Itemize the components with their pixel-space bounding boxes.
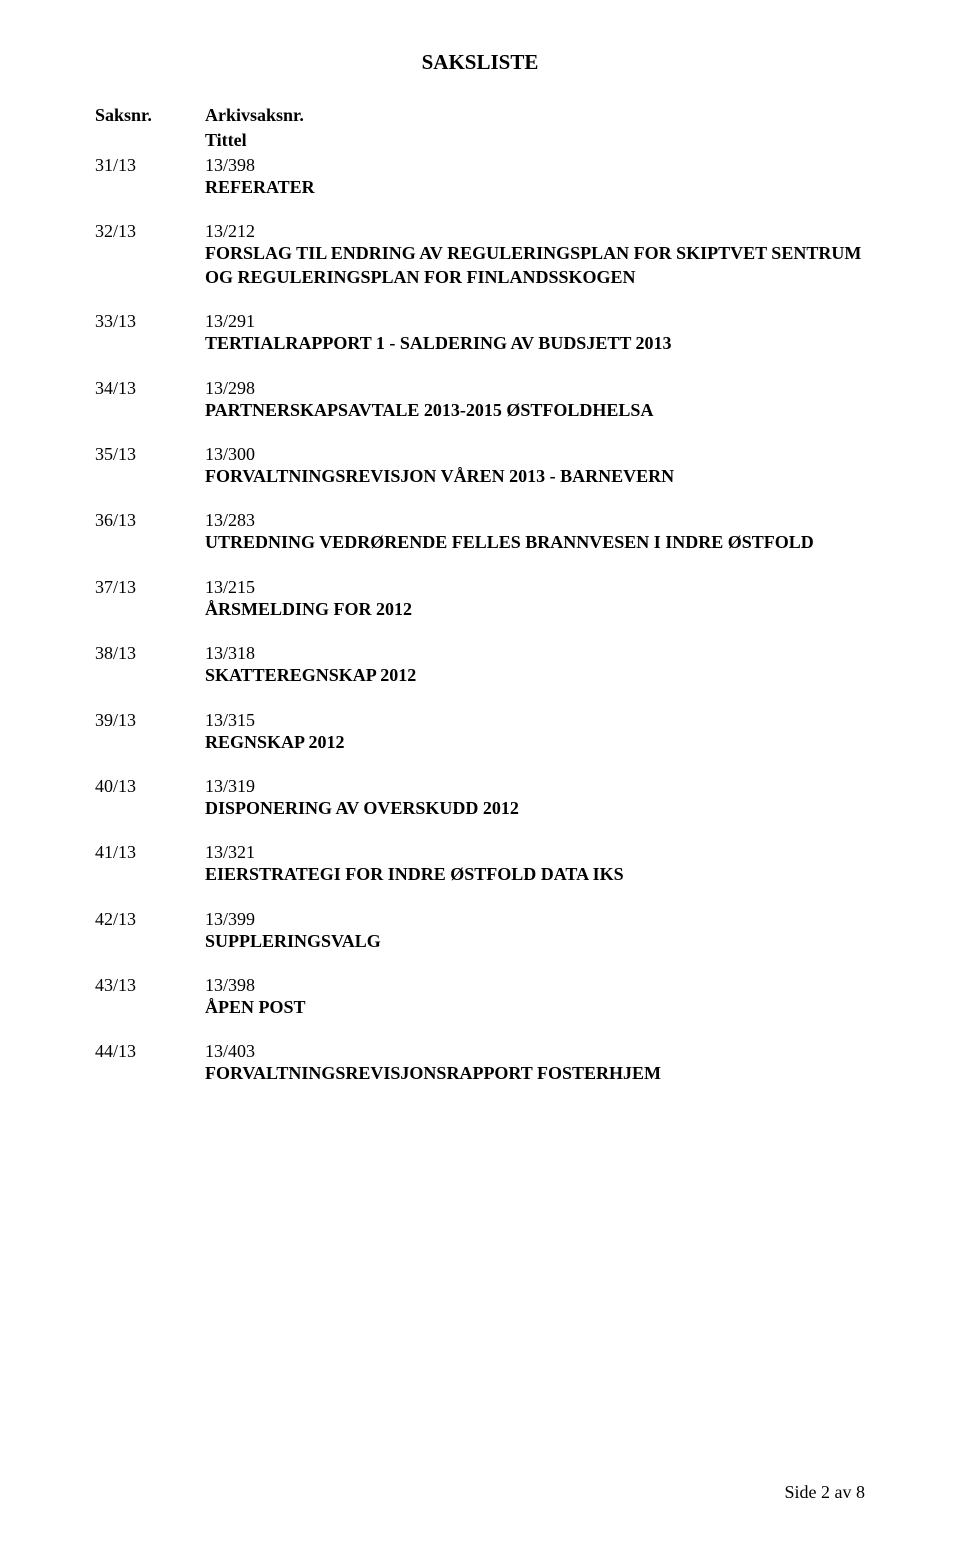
header-saksnr: Saksnr. bbox=[95, 105, 205, 126]
entry-numbers-row: 41/1313/321 bbox=[95, 842, 865, 863]
entry-saksnr: 33/13 bbox=[95, 311, 205, 332]
entry-arkivsaksnr: 13/321 bbox=[205, 842, 865, 863]
entry-saksnr: 31/13 bbox=[95, 155, 205, 176]
entry-title: SUPPLERINGSVALG bbox=[205, 930, 865, 953]
entry-saksnr: 42/13 bbox=[95, 909, 205, 930]
entry-numbers-row: 37/1313/215 bbox=[95, 577, 865, 598]
entry-title: REFERATER bbox=[205, 176, 865, 199]
entry-arkivsaksnr: 13/399 bbox=[205, 909, 865, 930]
entry-numbers-row: 34/1313/298 bbox=[95, 378, 865, 399]
entry-title: REGNSKAP 2012 bbox=[205, 731, 865, 754]
entry-arkivsaksnr: 13/318 bbox=[205, 643, 865, 664]
table-row: 32/1313/212FORSLAG TIL ENDRING AV REGULE… bbox=[95, 221, 865, 289]
entry-title: FORVALTNINGSREVISJONSRAPPORT FOSTERHJEM bbox=[205, 1062, 865, 1085]
table-row: 33/1313/291TERTIALRAPPORT 1 - SALDERING … bbox=[95, 311, 865, 355]
entry-title: TERTIALRAPPORT 1 - SALDERING AV BUDSJETT… bbox=[205, 332, 865, 355]
entry-numbers-row: 35/1313/300 bbox=[95, 444, 865, 465]
table-row: 43/1313/398ÅPEN POST bbox=[95, 975, 865, 1019]
entry-numbers-row: 40/1313/319 bbox=[95, 776, 865, 797]
header-arkivsaksnr: Arkivsaksnr. bbox=[205, 105, 865, 126]
entry-saksnr: 38/13 bbox=[95, 643, 205, 664]
entry-arkivsaksnr: 13/212 bbox=[205, 221, 865, 242]
entry-title: ÅPEN POST bbox=[205, 996, 865, 1019]
entry-saksnr: 39/13 bbox=[95, 710, 205, 731]
entry-numbers-row: 36/1313/283 bbox=[95, 510, 865, 531]
entry-saksnr: 37/13 bbox=[95, 577, 205, 598]
entry-title: FORVALTNINGSREVISJON VÅREN 2013 - BARNEV… bbox=[205, 465, 865, 488]
entry-saksnr: 44/13 bbox=[95, 1041, 205, 1062]
entry-title: ÅRSMELDING FOR 2012 bbox=[205, 598, 865, 621]
entry-numbers-row: 38/1313/318 bbox=[95, 643, 865, 664]
entry-saksnr: 36/13 bbox=[95, 510, 205, 531]
entry-arkivsaksnr: 13/298 bbox=[205, 378, 865, 399]
entry-saksnr: 34/13 bbox=[95, 378, 205, 399]
entry-numbers-row: 33/1313/291 bbox=[95, 311, 865, 332]
table-row: 36/1313/283UTREDNING VEDRØRENDE FELLES B… bbox=[95, 510, 865, 554]
entry-numbers-row: 32/1313/212 bbox=[95, 221, 865, 242]
entry-title: UTREDNING VEDRØRENDE FELLES BRANNVESEN I… bbox=[205, 531, 865, 554]
entry-numbers-row: 43/1313/398 bbox=[95, 975, 865, 996]
entry-numbers-row: 42/1313/399 bbox=[95, 909, 865, 930]
entry-numbers-row: 31/1313/398 bbox=[95, 155, 865, 176]
entry-title: EIERSTRATEGI FOR INDRE ØSTFOLD DATA IKS bbox=[205, 863, 865, 886]
entry-saksnr: 35/13 bbox=[95, 444, 205, 465]
table-row: 44/1313/403FORVALTNINGSREVISJONSRAPPORT … bbox=[95, 1041, 865, 1085]
table-header-row: Saksnr. Arkivsaksnr. bbox=[95, 105, 865, 126]
entry-arkivsaksnr: 13/283 bbox=[205, 510, 865, 531]
page-footer: Side 2 av 8 bbox=[785, 1482, 866, 1503]
entry-arkivsaksnr: 13/319 bbox=[205, 776, 865, 797]
table-row: 40/1313/319DISPONERING AV OVERSKUDD 2012 bbox=[95, 776, 865, 820]
table-row: 37/1313/215ÅRSMELDING FOR 2012 bbox=[95, 577, 865, 621]
table-row: 38/1313/318SKATTEREGNSKAP 2012 bbox=[95, 643, 865, 687]
header-tittel: Tittel bbox=[205, 130, 865, 151]
entries-list: 31/1313/398REFERATER32/1313/212FORSLAG T… bbox=[95, 155, 865, 1086]
entry-title: PARTNERSKAPSAVTALE 2013-2015 ØSTFOLDHELS… bbox=[205, 399, 865, 422]
entry-arkivsaksnr: 13/398 bbox=[205, 155, 865, 176]
entry-arkivsaksnr: 13/315 bbox=[205, 710, 865, 731]
table-row: 42/1313/399SUPPLERINGSVALG bbox=[95, 909, 865, 953]
table-row: 35/1313/300FORVALTNINGSREVISJON VÅREN 20… bbox=[95, 444, 865, 488]
table-row: 31/1313/398REFERATER bbox=[95, 155, 865, 199]
table-row: 39/1313/315REGNSKAP 2012 bbox=[95, 710, 865, 754]
entry-arkivsaksnr: 13/300 bbox=[205, 444, 865, 465]
entry-arkivsaksnr: 13/398 bbox=[205, 975, 865, 996]
entry-title: SKATTEREGNSKAP 2012 bbox=[205, 664, 865, 687]
table-row: 34/1313/298PARTNERSKAPSAVTALE 2013-2015 … bbox=[95, 378, 865, 422]
entry-arkivsaksnr: 13/215 bbox=[205, 577, 865, 598]
entry-saksnr: 41/13 bbox=[95, 842, 205, 863]
entry-numbers-row: 39/1313/315 bbox=[95, 710, 865, 731]
entry-title: DISPONERING AV OVERSKUDD 2012 bbox=[205, 797, 865, 820]
entry-arkivsaksnr: 13/291 bbox=[205, 311, 865, 332]
entry-saksnr: 43/13 bbox=[95, 975, 205, 996]
page-title: SAKSLISTE bbox=[95, 50, 865, 75]
entry-arkivsaksnr: 13/403 bbox=[205, 1041, 865, 1062]
entry-saksnr: 40/13 bbox=[95, 776, 205, 797]
entry-title: FORSLAG TIL ENDRING AV REGULERINGSPLAN F… bbox=[205, 242, 865, 289]
entry-numbers-row: 44/1313/403 bbox=[95, 1041, 865, 1062]
table-row: 41/1313/321EIERSTRATEGI FOR INDRE ØSTFOL… bbox=[95, 842, 865, 886]
entry-saksnr: 32/13 bbox=[95, 221, 205, 242]
